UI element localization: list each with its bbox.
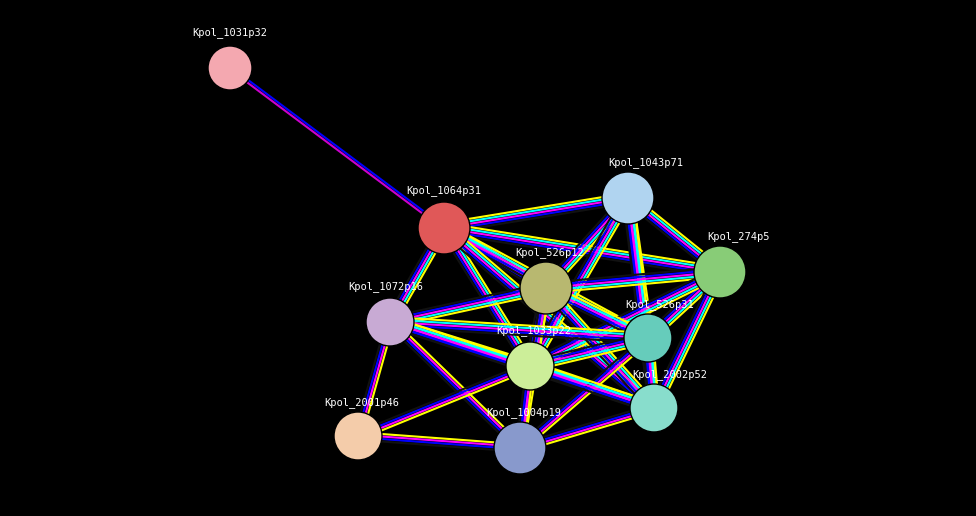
Text: Kpol_1033p22: Kpol_1033p22 xyxy=(497,325,572,336)
Text: Kpol_274p5: Kpol_274p5 xyxy=(707,231,769,242)
Circle shape xyxy=(520,262,572,314)
Circle shape xyxy=(630,384,678,432)
Text: Kpol_1004p19: Kpol_1004p19 xyxy=(486,407,561,418)
Text: Kpol_1031p32: Kpol_1031p32 xyxy=(192,27,267,38)
Text: Kpol_2001p46: Kpol_2001p46 xyxy=(324,397,399,408)
Circle shape xyxy=(366,298,414,346)
Circle shape xyxy=(494,422,546,474)
Circle shape xyxy=(624,314,672,362)
Text: Kpol_526p31: Kpol_526p31 xyxy=(626,299,694,310)
Circle shape xyxy=(334,412,382,460)
Text: Kpol_1064p31: Kpol_1064p31 xyxy=(406,185,481,196)
Circle shape xyxy=(418,202,470,254)
Text: Kpol_2002p52: Kpol_2002p52 xyxy=(632,369,708,380)
Text: Kpol_1072p16: Kpol_1072p16 xyxy=(348,281,424,292)
Circle shape xyxy=(208,46,252,90)
Text: Kpol_526p12: Kpol_526p12 xyxy=(515,247,585,258)
Circle shape xyxy=(602,172,654,224)
Circle shape xyxy=(506,342,554,390)
Text: Kpol_1043p71: Kpol_1043p71 xyxy=(608,157,683,168)
Circle shape xyxy=(694,246,746,298)
